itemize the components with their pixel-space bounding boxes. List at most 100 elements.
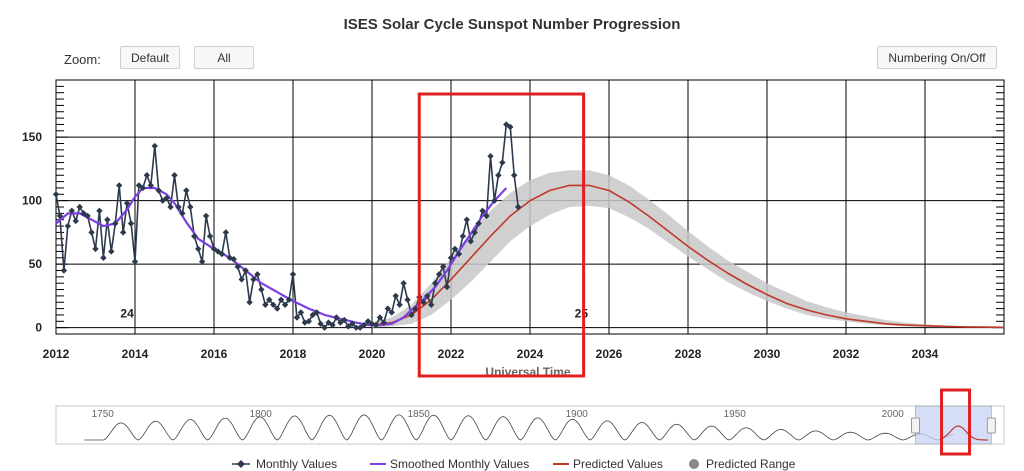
- x-tick-label: 2014: [122, 347, 149, 361]
- cycle-label: 24: [120, 306, 134, 320]
- monthly-value-point: [195, 245, 202, 253]
- monthly-value-point: [151, 142, 158, 150]
- monthly-value-point: [230, 255, 237, 263]
- monthly-value-point: [119, 229, 127, 236]
- monthly-value-point: [392, 292, 399, 300]
- monthly-value-point: [112, 220, 119, 227]
- monthly-value-point: [345, 323, 352, 330]
- monthly-value-point: [412, 305, 419, 312]
- monthly-value-point: [198, 258, 206, 265]
- monthly-value-point: [175, 203, 182, 211]
- navigator-label: 1800: [250, 409, 273, 420]
- monthly-value-point: [479, 207, 486, 215]
- smoothed-values-line: [55, 186, 508, 327]
- monthly-value-point: [400, 280, 407, 287]
- monthly-value-point: [388, 309, 395, 316]
- monthly-value-point: [270, 301, 277, 308]
- legend-item: Predicted Values: [573, 457, 663, 471]
- monthly-value-point: [380, 319, 388, 326]
- monthly-value-point: [435, 271, 443, 278]
- monthly-value-point: [60, 267, 68, 274]
- monthly-value-point: [147, 182, 154, 189]
- monthly-value-point: [443, 283, 451, 291]
- monthly-value-point: [76, 203, 83, 211]
- monthly-value-point: [384, 305, 391, 312]
- monthly-value-point: [135, 182, 143, 189]
- monthly-value-point: [222, 229, 230, 236]
- monthly-value-point: [432, 280, 439, 287]
- monthly-value-point: [72, 217, 79, 225]
- monthly-value-point: [424, 292, 431, 300]
- x-tick-label: 2026: [596, 347, 623, 361]
- monthly-value-point: [305, 318, 312, 325]
- monthly-value-point: [238, 276, 245, 283]
- x-tick-label: 2018: [280, 347, 307, 361]
- monthly-value-point: [309, 311, 316, 319]
- monthly-value-point: [206, 233, 214, 240]
- legend-item: Smoothed Monthly Values: [390, 457, 529, 471]
- zoom-default-button[interactable]: Default: [120, 46, 180, 69]
- monthly-value-point: [52, 191, 60, 198]
- monthly-value-point: [56, 212, 64, 220]
- highlight-box: [417, 92, 586, 378]
- monthly-value-point: [183, 187, 190, 194]
- monthly-value-point: [487, 153, 494, 160]
- series-layer: [55, 123, 1005, 329]
- monthly-value-point: [262, 301, 269, 308]
- monthly-value-point: [356, 324, 364, 331]
- y-tick-label: 150: [22, 130, 42, 144]
- monthly-value-point: [289, 271, 297, 278]
- monthly-value-point: [254, 271, 261, 278]
- monthly-value-point: [321, 324, 328, 331]
- monthly-value-point: [341, 316, 348, 324]
- monthly-value-point: [108, 248, 115, 255]
- monthly-value-point: [234, 263, 241, 270]
- legend-item: Monthly Values: [256, 457, 337, 471]
- highlight-layer: [417, 92, 972, 456]
- monthly-value-point: [503, 121, 510, 128]
- x-tick-label: 2016: [201, 347, 228, 361]
- monthly-value-point: [104, 216, 111, 223]
- y-tick-label: 100: [22, 194, 42, 208]
- zoom-all-button[interactable]: All: [194, 46, 254, 69]
- navigator-series: [84, 414, 954, 441]
- monthly-value-point: [96, 207, 103, 215]
- monthly-value-point: [471, 229, 478, 236]
- monthly-value-point: [116, 182, 123, 189]
- monthly-value-point: [459, 233, 467, 240]
- chart-title: ISES Solar Cycle Sunspot Number Progress…: [343, 16, 681, 33]
- monthly-value-point: [92, 245, 99, 253]
- monthly-value-point: [218, 250, 226, 258]
- legend-item: Predicted Range: [706, 457, 796, 471]
- numbering-toggle-button[interactable]: Numbering On/Off: [877, 46, 997, 69]
- monthly-value-point: [127, 220, 135, 227]
- monthly-value-point: [337, 319, 344, 326]
- monthly-value-point: [171, 172, 178, 179]
- monthly-value-point: [439, 263, 447, 270]
- monthly-value-point: [317, 320, 324, 328]
- navigator-label: 1750: [92, 409, 115, 420]
- monthly-value-point: [333, 314, 340, 321]
- monthly-value-point: [187, 203, 194, 211]
- monthly-value-point: [329, 321, 336, 329]
- navigator-handle[interactable]: [911, 417, 921, 434]
- monthly-value-point: [64, 222, 72, 230]
- monthly-value-point: [277, 296, 285, 303]
- x-tick-label: 2024: [517, 347, 544, 361]
- x-tick-label: 2012: [43, 347, 70, 361]
- monthly-value-point: [293, 314, 301, 321]
- monthly-value-point: [396, 301, 403, 308]
- monthly-value-point: [507, 123, 514, 131]
- monthly-value-point: [420, 299, 427, 306]
- legend-range-symbol: [689, 459, 699, 469]
- navigator[interactable]: 1750 1800 1850 1900 1950 2000: [55, 405, 1005, 445]
- x-tick-label: 2028: [675, 347, 702, 361]
- navigator-handle[interactable]: [986, 417, 996, 434]
- cycle-label: 25: [575, 306, 589, 320]
- monthly-value-point: [143, 172, 151, 179]
- monthly-value-point: [250, 276, 257, 283]
- navigator-predicted: [940, 425, 989, 441]
- navigator-label: 1950: [724, 409, 747, 420]
- monthly-value-point: [455, 250, 463, 258]
- monthly-value-point: [376, 314, 384, 321]
